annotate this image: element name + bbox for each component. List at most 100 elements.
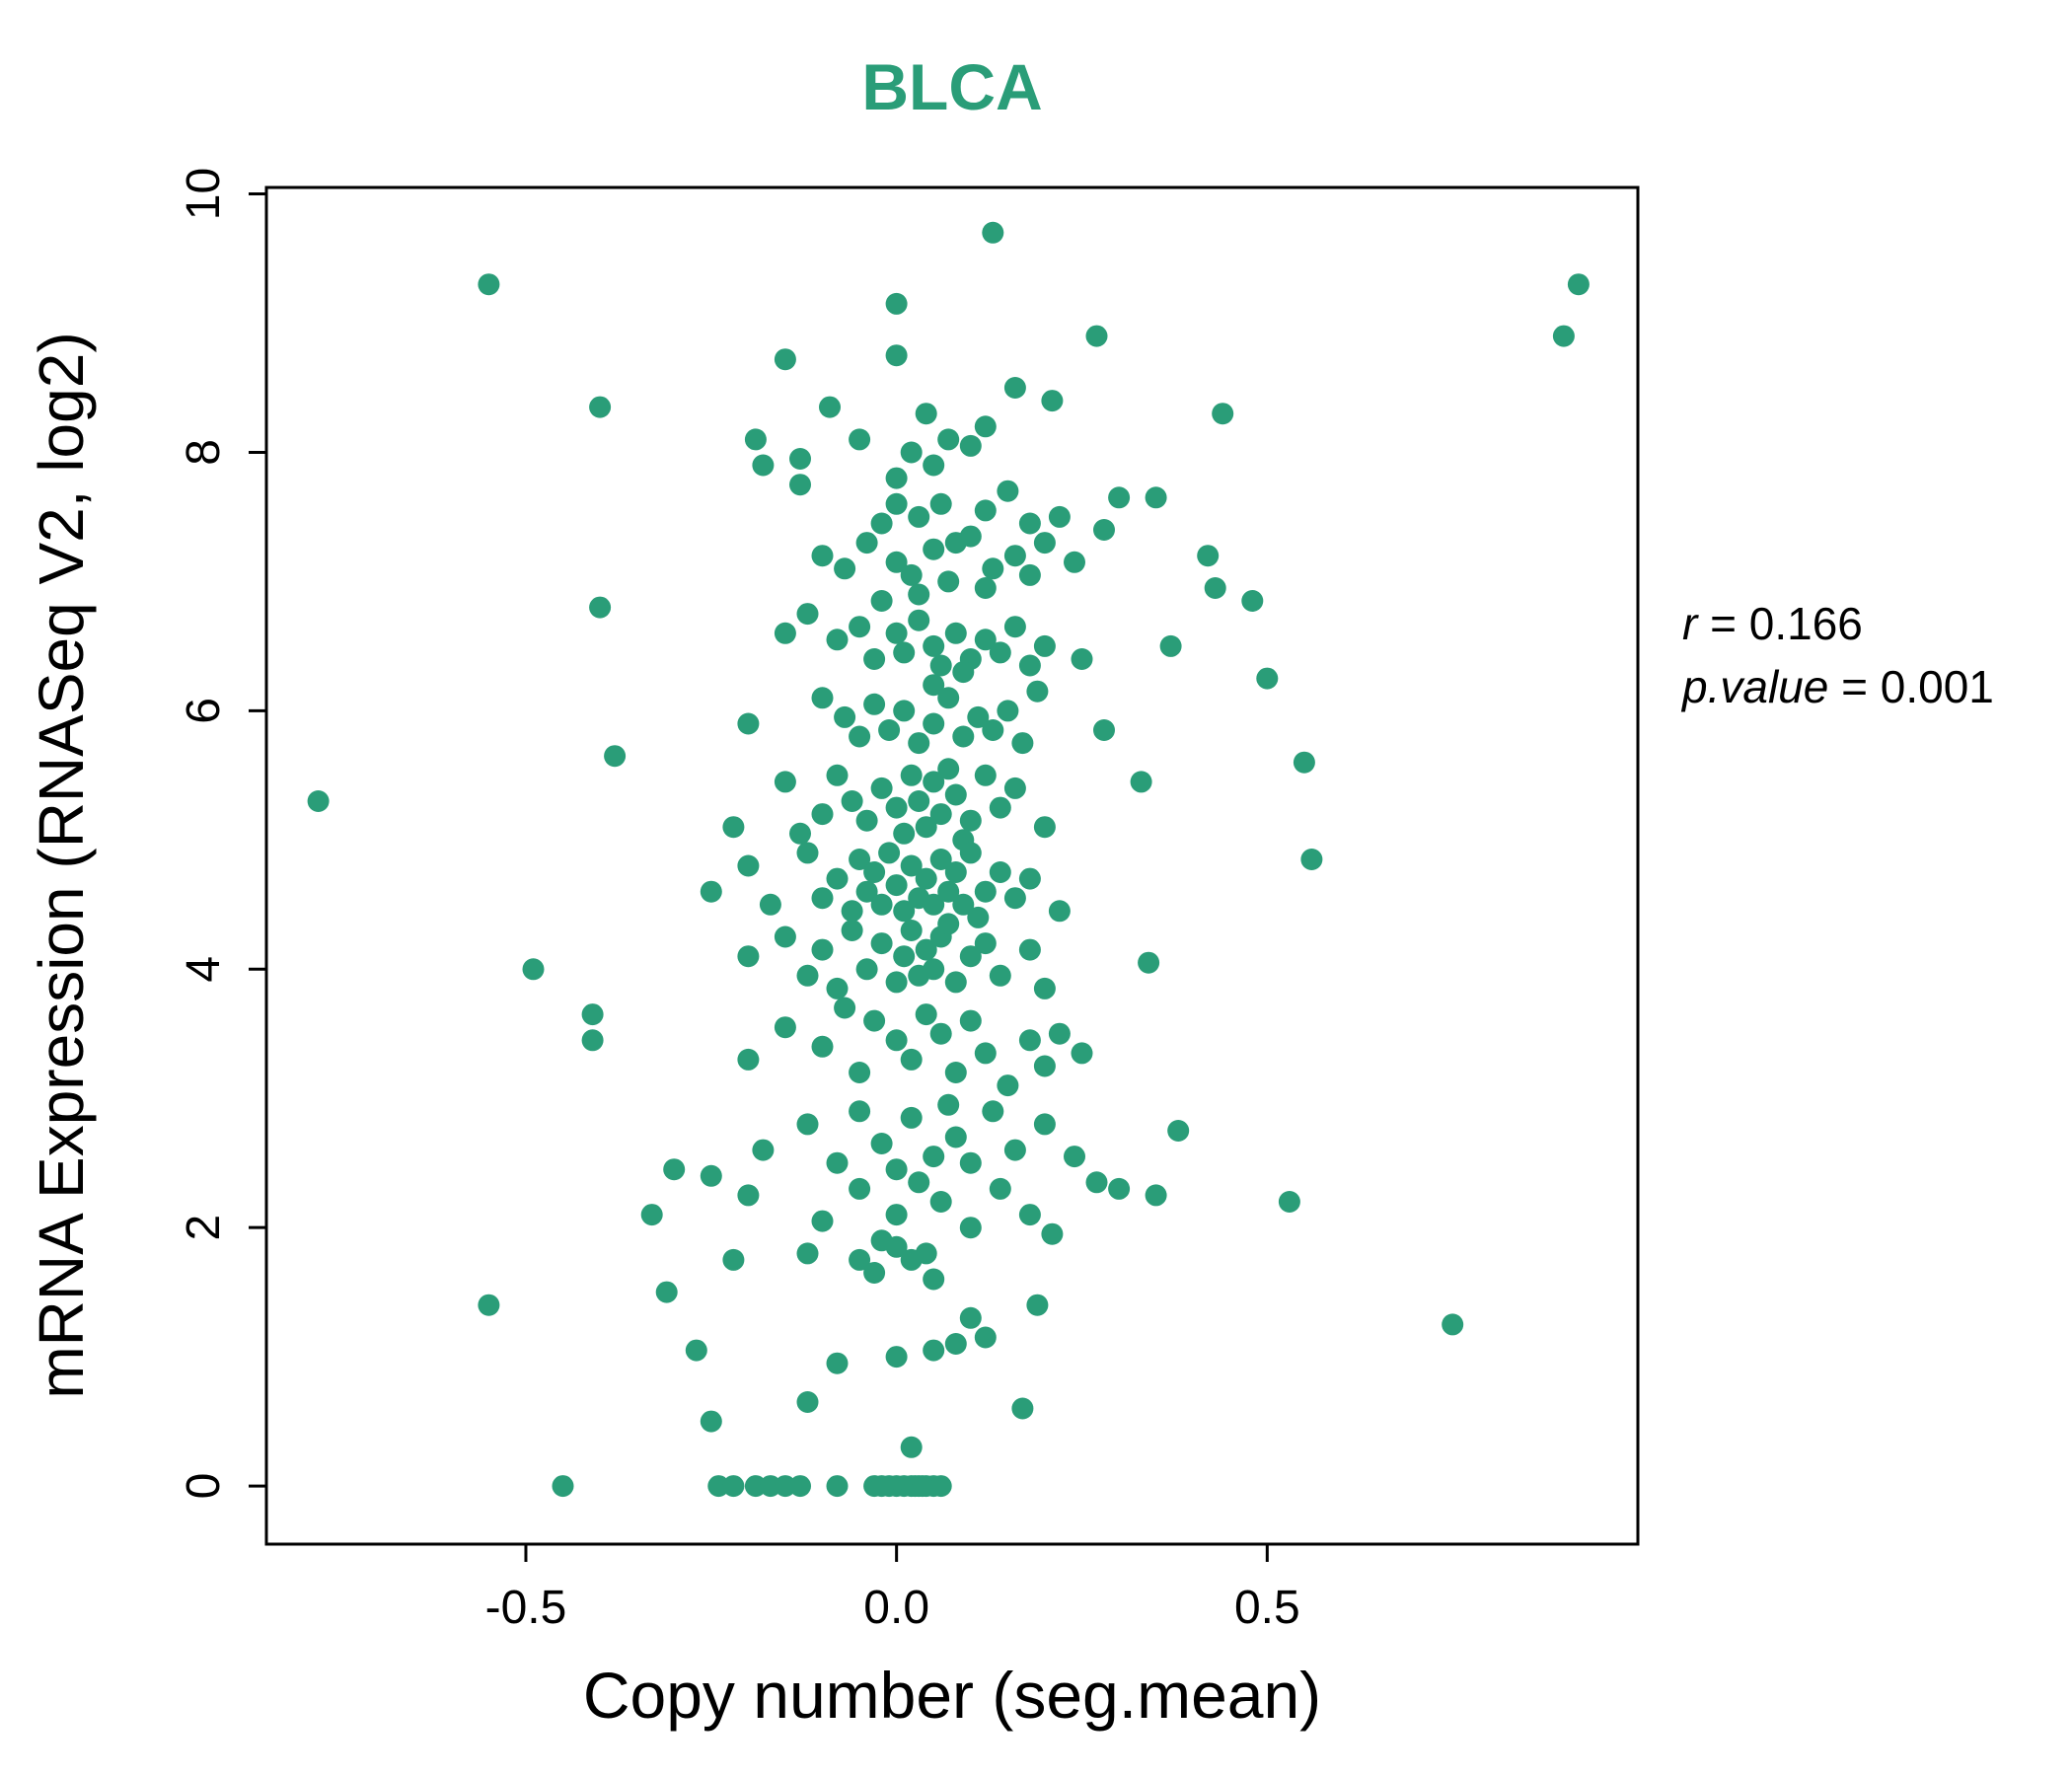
data-point [959,434,982,457]
data-point [700,1164,722,1187]
data-point [1018,938,1041,961]
y-tick-label: 0 [178,1473,230,1500]
data-point [885,1158,908,1181]
data-point [967,705,990,728]
data-point [900,1106,923,1129]
data-point [944,783,967,806]
data-point [1064,1146,1085,1168]
x-axis-title: Copy number (seg.mean) [582,1659,1322,1732]
data-point [885,874,908,897]
data-point [1130,771,1152,793]
data-point [811,1035,834,1058]
data-point [900,441,923,464]
data-point [789,474,811,496]
data-point [737,854,760,877]
data-point [974,415,997,438]
data-point [589,596,612,619]
data-point [737,712,760,735]
data-point [1085,1171,1108,1194]
data-point [915,938,937,961]
data-point [893,900,916,923]
data-point [811,938,834,961]
data-point [923,1268,945,1291]
data-point [1145,1184,1167,1207]
data-point [1552,325,1575,347]
data-point [1011,732,1034,755]
data-point [952,893,975,916]
data-point [885,1235,908,1258]
data-point [908,583,930,606]
data-point [826,629,849,651]
data-point [952,725,975,748]
data-point [974,1326,997,1349]
data-point [982,557,1004,580]
data-point [997,1074,1019,1097]
data-point [1033,816,1056,839]
data-point [982,221,1004,244]
data-point [1241,590,1264,612]
data-point [929,1022,952,1045]
y-tick-label: 2 [178,1215,230,1241]
data-point [826,764,849,786]
data-point [929,492,952,515]
data-point [1026,1294,1049,1316]
data-point [811,803,834,826]
data-point [885,1346,908,1369]
data-point [700,1410,722,1433]
data-point [1108,486,1131,509]
data-point [915,816,937,839]
data-point [774,348,796,371]
data-point [722,1248,745,1271]
data-point [841,900,863,923]
data-point [826,1475,849,1498]
data-point [944,622,967,644]
data-point [997,480,1019,502]
data-point [885,622,908,644]
data-point [1003,887,1026,910]
data-point [1041,1222,1064,1245]
y-tick-label: 4 [178,956,230,983]
data-point [589,396,612,418]
data-point [944,1333,967,1355]
data-point [1197,545,1220,567]
data-point [937,758,960,780]
data-point [944,861,967,883]
data-point [811,887,834,910]
data-point [974,880,997,903]
data-point [1159,634,1182,657]
data-point [663,1158,686,1181]
data-point [967,906,990,928]
data-point [826,867,849,890]
data-point [640,1204,663,1226]
data-point [900,854,923,877]
data-point [989,641,1011,664]
data-point [307,790,330,812]
data-point [885,1029,908,1052]
data-point [900,563,923,586]
data-point [774,1016,796,1039]
data-point [1018,654,1041,677]
data-point [870,1133,893,1154]
data-point [944,971,967,994]
data-point [841,920,863,941]
data-point [959,809,982,832]
data-point [1011,1397,1034,1420]
data-point [826,1151,849,1174]
data-point [885,796,908,819]
data-point [989,1177,1011,1200]
data-point [1003,545,1026,567]
data-point [1048,1022,1071,1045]
data-point [1145,486,1167,509]
data-point [915,1003,937,1026]
r-value: = 0.166 [1697,598,1863,649]
y-axis-title: mRNA Expression (RNASeq V2, log2) [26,332,97,1399]
data-point [989,796,1011,819]
data-point [974,499,997,522]
data-point [923,771,945,793]
data-point [974,577,997,599]
data-point [937,880,960,903]
data-point [923,1339,945,1362]
data-point [885,344,908,367]
data-point [774,925,796,948]
